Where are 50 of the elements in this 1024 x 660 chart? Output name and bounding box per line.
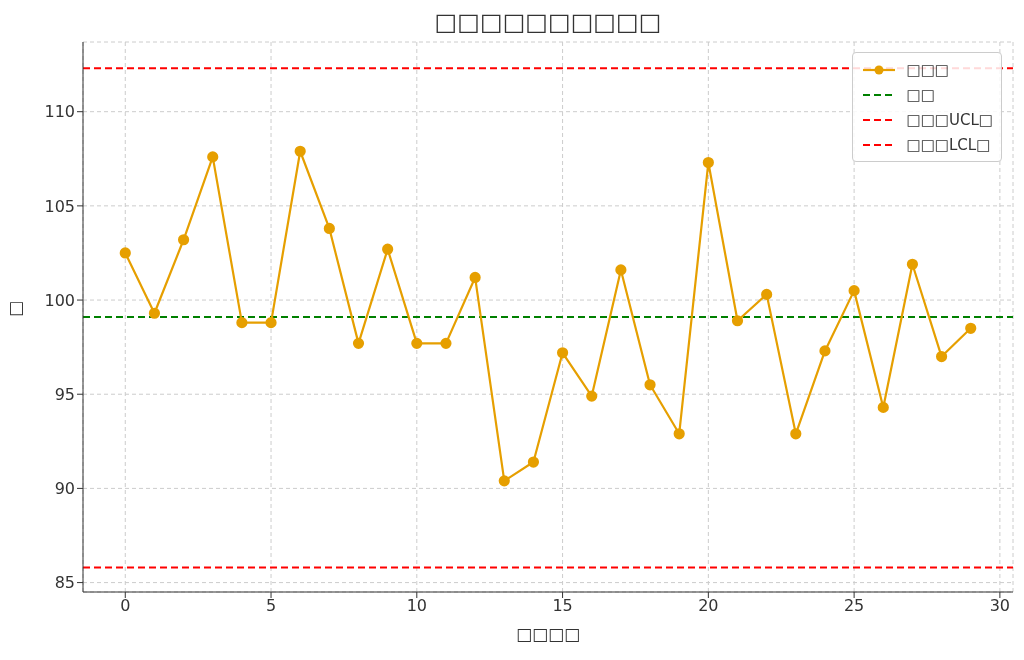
x-tick-label: 5 [265,596,277,616]
y-tick-label: 110 [44,102,75,122]
point [527,456,540,468]
point [556,347,569,359]
point [965,322,977,334]
point [906,258,919,270]
point [119,247,131,259]
x-tick-label: 30 [989,596,1011,616]
x-tick-label: 0 [120,596,131,616]
legend-label: □□□LCL□ [906,135,991,154]
legend-label: □□ [906,85,935,104]
point [294,145,306,157]
point [411,337,423,349]
point [935,350,948,363]
legend-label: □□□UCL□ [906,110,993,129]
x-tick-label: 15 [552,596,573,616]
y-tick-label: 105 [44,196,75,216]
point [877,401,889,414]
point [207,151,219,163]
point [177,234,190,246]
point [352,337,365,349]
point [323,222,335,235]
point [644,379,656,391]
point [236,317,248,329]
point [702,156,714,169]
point [615,264,627,276]
point [848,285,860,297]
point [265,317,277,329]
x-axis-title: □□□□ [515,624,581,644]
point [469,271,481,284]
y-tick-label: 95 [54,384,75,404]
y-tick-label: 85 [54,573,75,593]
chart-title: □□□□□□□□□□ [433,8,663,36]
point [382,243,394,255]
point [790,428,802,440]
point [731,315,744,327]
x-tick-label: 10 [406,596,427,616]
y-axis-title: □ [5,300,26,317]
point [586,390,598,402]
y-tick-label: 90 [54,479,75,499]
x-tick-label: 25 [843,596,865,616]
point [148,307,161,319]
point [440,337,452,349]
point [498,475,510,487]
legend-label: □□□ [906,60,950,79]
point [761,288,773,300]
point [673,428,685,440]
x-tick-label: 20 [698,596,719,616]
point [819,345,831,357]
y-tick-label: 100 [44,290,75,310]
